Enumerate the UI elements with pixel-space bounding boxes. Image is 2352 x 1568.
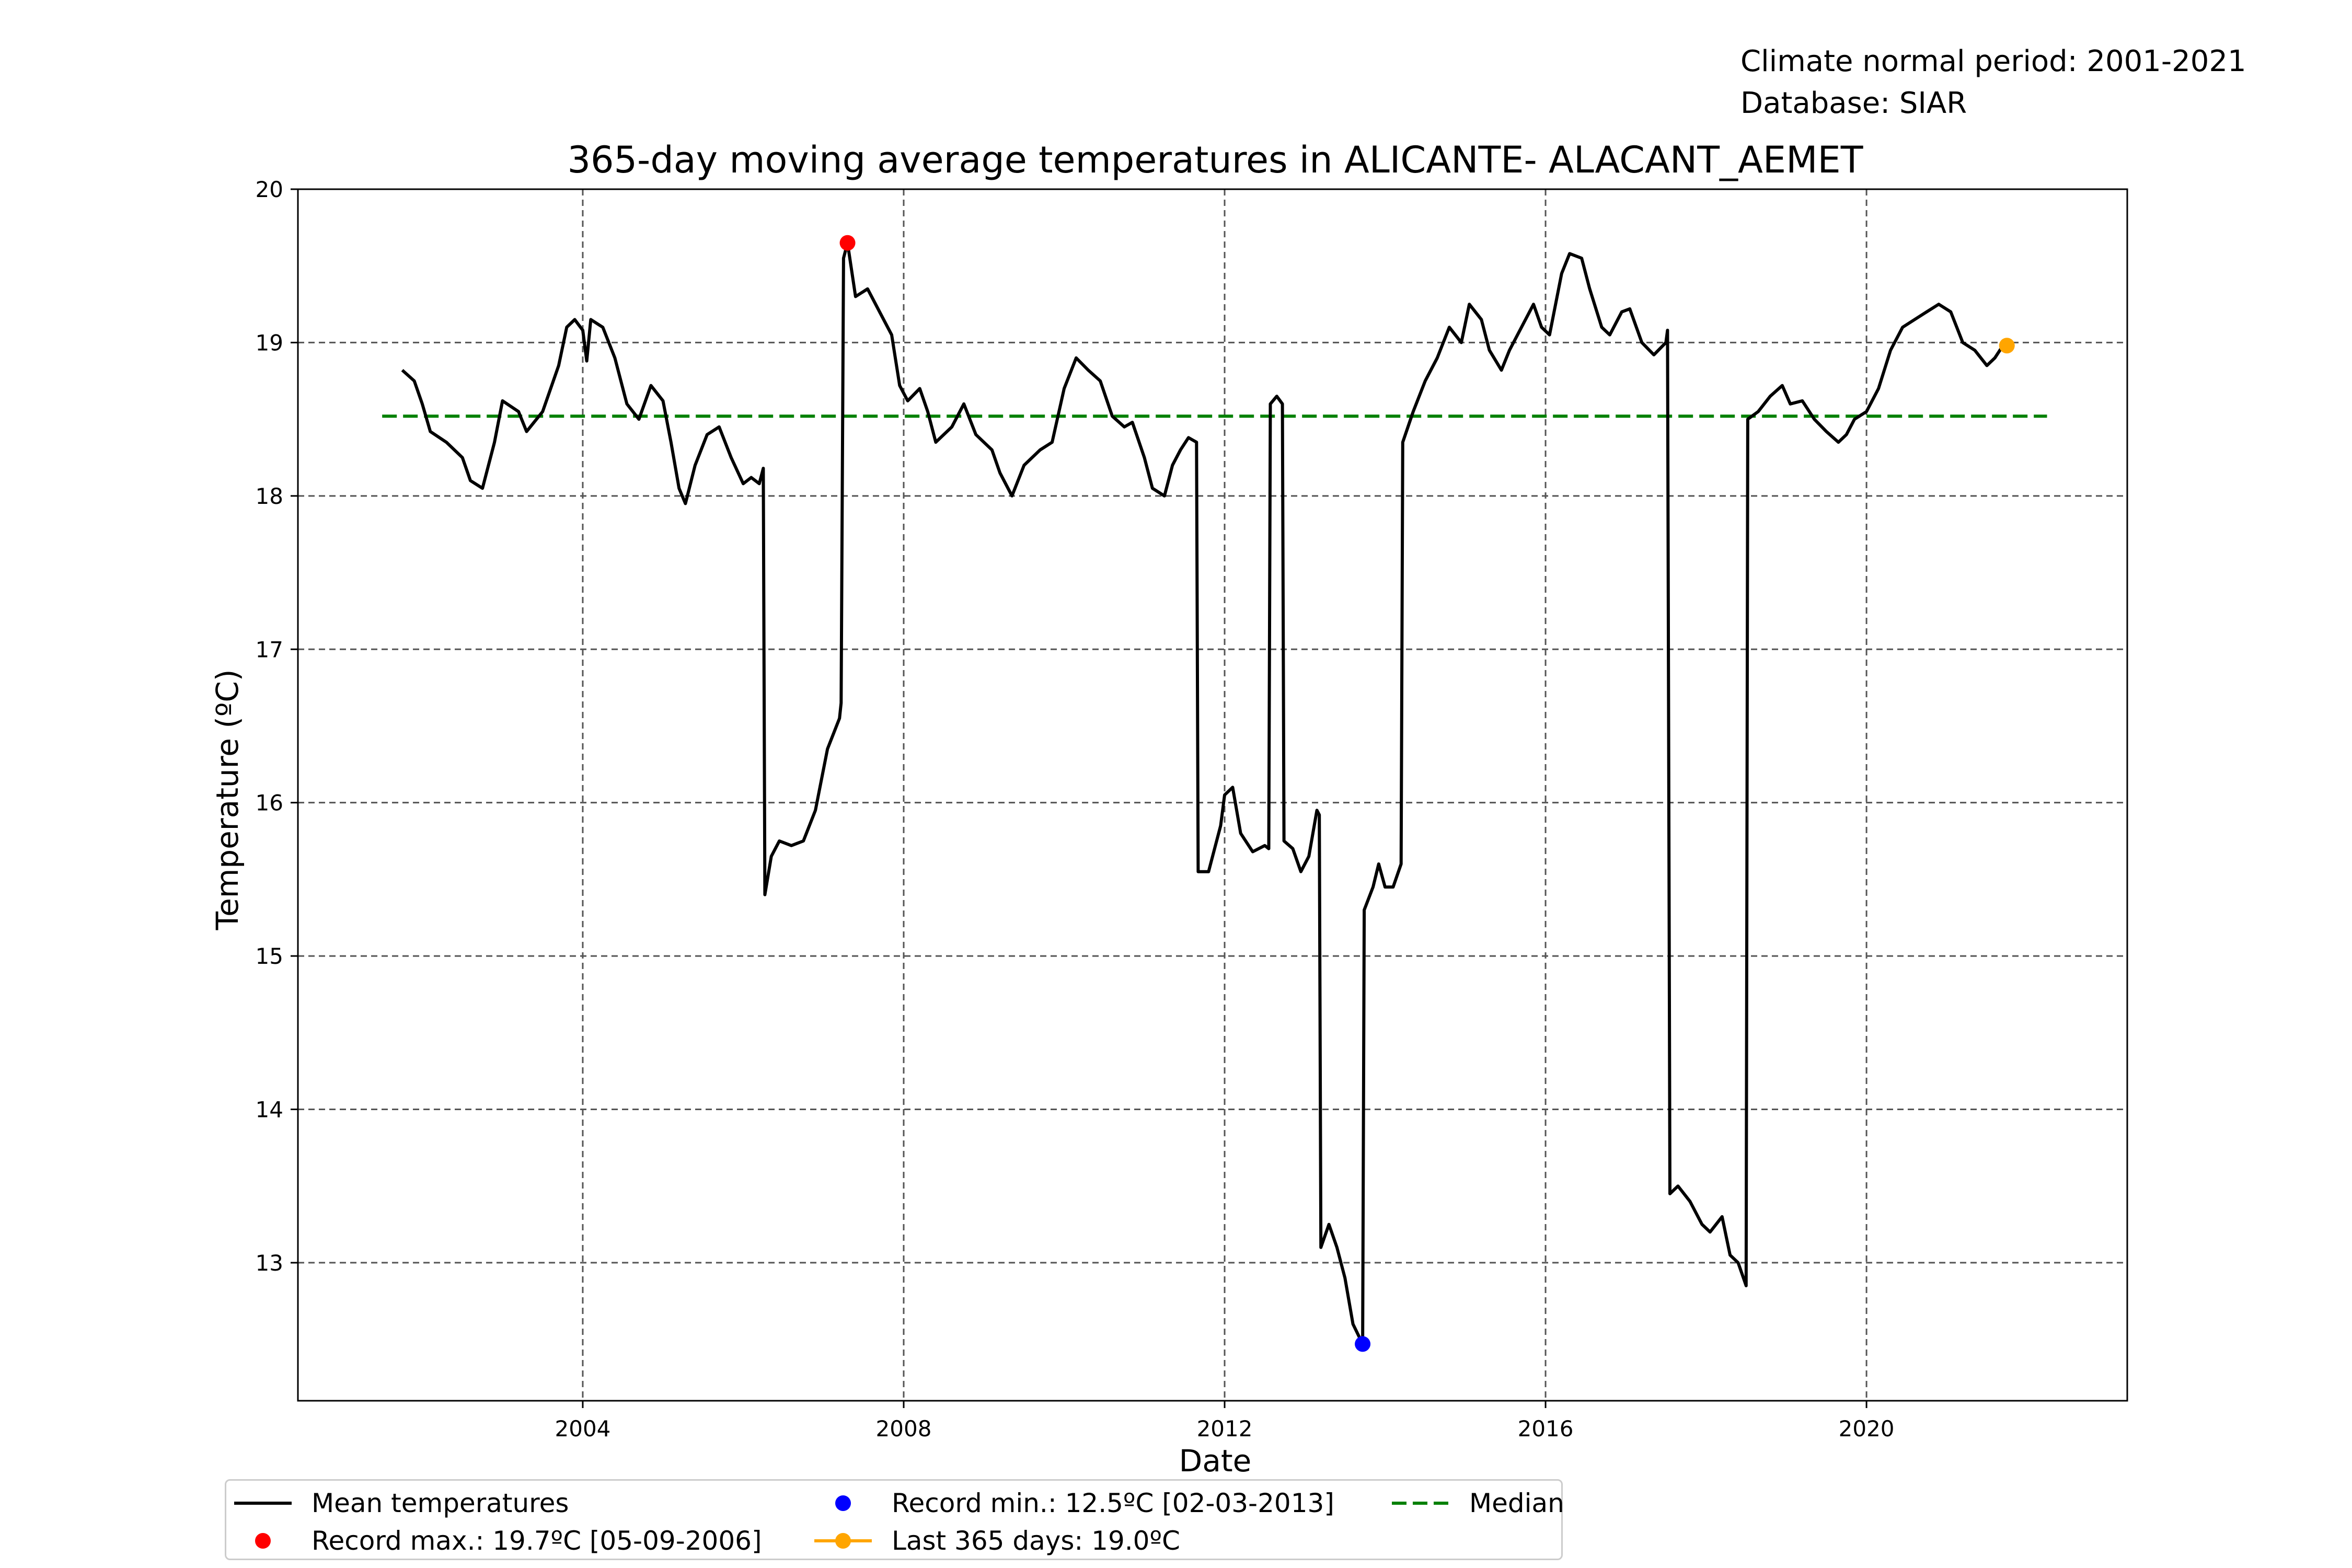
legend-dashed-swatch — [1392, 1502, 1449, 1505]
x-tick-label: 2004 — [555, 1416, 611, 1442]
y-axis-label: Temperature (ºC) — [210, 670, 245, 931]
last-365-days-marker — [1999, 338, 2015, 354]
legend-orange-line-dot — [814, 1533, 872, 1549]
chart-legend: Mean temperatures Record max.: 19.7ºC [0… — [225, 1479, 1564, 1560]
legend-label-mean: Mean temperatures — [312, 1488, 569, 1518]
climate-period-note: Climate normal period: 2001-2021 — [1740, 44, 2246, 78]
x-tick-label: 2020 — [1839, 1416, 1895, 1442]
y-tick-label: 13 — [256, 1250, 283, 1276]
x-tick-label: 2016 — [1518, 1416, 1574, 1442]
legend-label-median: Median — [1469, 1488, 1564, 1518]
plot-frame — [297, 188, 2128, 1402]
database-note: Database: SIAR — [1740, 86, 1967, 120]
legend-blue-dot — [835, 1495, 851, 1511]
x-axis-label: Date — [1179, 1443, 1252, 1479]
legend-label-record-min: Record min.: 12.5ºC [02-03-2013] — [892, 1488, 1334, 1518]
y-tick-label: 15 — [256, 943, 283, 969]
legend-label-record-max: Record max.: 19.7ºC [05-09-2006] — [312, 1526, 762, 1556]
record-markers — [839, 235, 2015, 1352]
chart-title: 365-day moving average temperatures in A… — [567, 139, 1863, 181]
legend-red-dot — [255, 1533, 271, 1549]
x-tick-label: 2008 — [876, 1416, 932, 1442]
mean-temperature-line — [401, 241, 2004, 1346]
y-tick-label: 14 — [256, 1097, 283, 1123]
record-max-marker — [839, 235, 856, 251]
y-tick-label: 17 — [256, 637, 283, 662]
x-tick-label: 2012 — [1197, 1416, 1253, 1442]
y-tick-label: 20 — [256, 177, 283, 202]
legend-line-swatch — [234, 1502, 292, 1505]
record-min-marker — [1355, 1336, 1371, 1352]
y-tick-label: 19 — [256, 330, 283, 355]
y-tick-label: 18 — [256, 483, 283, 509]
axis-ticks: 2004 2008 2012 2016 2020 13 14 15 16 17 18 19 20 — [256, 177, 1895, 1442]
y-tick-label: 16 — [256, 790, 283, 816]
legend-label-last365: Last 365 days: 19.0ºC — [892, 1526, 1180, 1556]
grid-lines — [298, 188, 2127, 1401]
